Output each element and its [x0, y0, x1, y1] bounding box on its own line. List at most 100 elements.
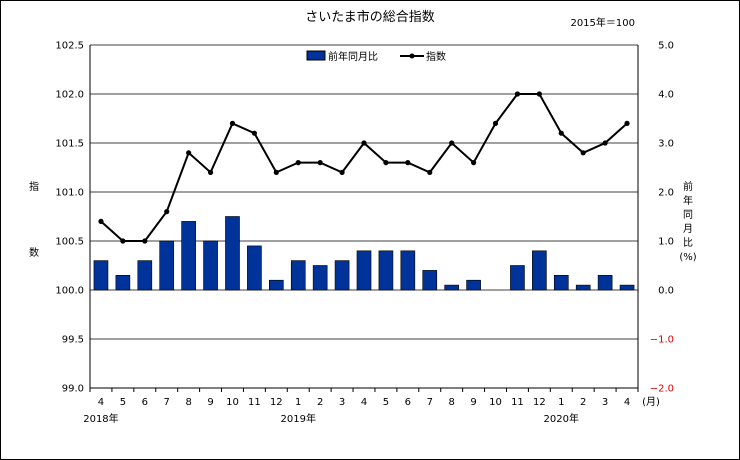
- x-tick-label: 7: [164, 397, 170, 408]
- x-tick-label: 11: [248, 397, 261, 408]
- bar: [466, 279, 481, 291]
- left-axis-label: 数: [29, 246, 39, 259]
- legend-bar-swatch: [306, 50, 326, 61]
- index-line: [100, 93, 628, 242]
- line-point: [602, 140, 608, 146]
- bar: [203, 240, 218, 291]
- right-axis-label: 月: [683, 223, 693, 235]
- bar: [181, 221, 196, 291]
- axis-labels: 102.5 5.0 102.0 4.0 101.5 3.0 101.0 2.0 100.5 1.0…: [29, 41, 697, 426]
- right-axis-label: 同: [683, 209, 693, 221]
- line-point: [251, 130, 257, 136]
- x-tick-label: 4: [98, 397, 104, 408]
- line-point: [471, 160, 477, 166]
- x-unit-label: (月): [642, 396, 660, 408]
- x-tick-label: 3: [602, 397, 608, 408]
- x-tick-label: 1: [558, 397, 564, 408]
- x-tick-label: 4: [624, 397, 630, 408]
- bar: [159, 240, 175, 291]
- line-point: [339, 169, 345, 175]
- line-point: [405, 160, 411, 166]
- bar: [597, 274, 613, 291]
- line-point: [229, 120, 236, 126]
- bar: [334, 260, 350, 291]
- x-tick-label: 9: [207, 397, 213, 408]
- bar-series: [93, 216, 635, 291]
- right-axis-label: (%): [679, 252, 696, 263]
- bar: [575, 284, 591, 291]
- left-tick-label: 101.0: [55, 188, 84, 199]
- x-tick-label: 10: [489, 397, 502, 408]
- left-tick-label: 99.5: [62, 335, 84, 346]
- line-point: [383, 160, 389, 166]
- bar: [553, 274, 569, 291]
- bar: [510, 265, 525, 291]
- bar: [444, 284, 459, 291]
- x-tick-label: 5: [120, 397, 126, 408]
- legend-line-label: 指数: [426, 50, 446, 63]
- bar: [532, 250, 547, 291]
- x-tick-label: 8: [185, 397, 191, 408]
- x-tick-label: 3: [339, 397, 345, 408]
- line-point: [624, 120, 630, 126]
- x-tick-label: 6: [142, 397, 148, 408]
- line-point: [317, 160, 323, 166]
- x-tick-label: 12: [270, 397, 283, 408]
- left-tick-label: 100.5: [55, 237, 84, 248]
- bar: [290, 260, 306, 291]
- legend: 前年同月比 指数: [306, 50, 446, 63]
- line-point: [120, 238, 126, 244]
- bar: [269, 279, 284, 291]
- chart-title: さいたま市の総合指数: [305, 9, 435, 25]
- x-tick-label: 1: [295, 397, 301, 408]
- bar: [378, 250, 394, 291]
- x-tick-label: 11: [511, 397, 524, 408]
- x-tick-label: 9: [470, 397, 476, 408]
- line-point: [361, 140, 367, 146]
- line-point: [273, 169, 279, 175]
- right-tick-label: 4.0: [658, 90, 674, 101]
- line-point: [207, 169, 214, 175]
- left-tick-label: 102.5: [55, 41, 84, 52]
- year-label: 2020年: [544, 412, 579, 425]
- right-axis-label: 比: [683, 237, 693, 249]
- bar: [619, 284, 635, 291]
- bar: [247, 245, 262, 291]
- x-tick-label: 5: [383, 397, 389, 408]
- right-tick-label: 2.0: [658, 188, 674, 199]
- line-point: [580, 150, 586, 156]
- right-tick-label: −2.0: [650, 384, 674, 395]
- line-point: [186, 150, 192, 156]
- gridlines: [90, 44, 638, 389]
- legend-line-marker: [409, 53, 415, 59]
- bar: [93, 260, 109, 291]
- bar: [356, 250, 372, 291]
- year-label: 2018年: [83, 412, 118, 425]
- right-tick-label: −1.0: [650, 335, 674, 346]
- bar: [422, 270, 438, 291]
- line-point: [558, 130, 564, 136]
- line-point: [142, 238, 148, 244]
- x-tick-label: 2: [317, 397, 323, 408]
- right-tick-label: 0.0: [658, 286, 674, 297]
- bar: [312, 265, 328, 291]
- x-tick-label: 4: [361, 397, 367, 408]
- line-series: [98, 91, 630, 244]
- right-axis-label: 前: [683, 180, 693, 193]
- line-point: [514, 91, 521, 97]
- base-note: 2015年＝100: [570, 16, 635, 29]
- axes: [89, 45, 639, 392]
- left-tick-label: 99.0: [62, 384, 84, 395]
- year-label: 2019年: [281, 412, 316, 425]
- bar: [225, 216, 240, 291]
- legend-bar-label: 前年同月比: [328, 50, 378, 63]
- line-point: [492, 120, 499, 126]
- right-tick-label: 3.0: [658, 139, 674, 150]
- x-tick-label: 2: [580, 397, 586, 408]
- left-tick-label: 101.5: [55, 139, 84, 150]
- left-tick-label: 100.0: [55, 286, 84, 297]
- line-point: [427, 169, 433, 175]
- line-point: [295, 160, 301, 166]
- x-tick-label: 12: [533, 397, 546, 408]
